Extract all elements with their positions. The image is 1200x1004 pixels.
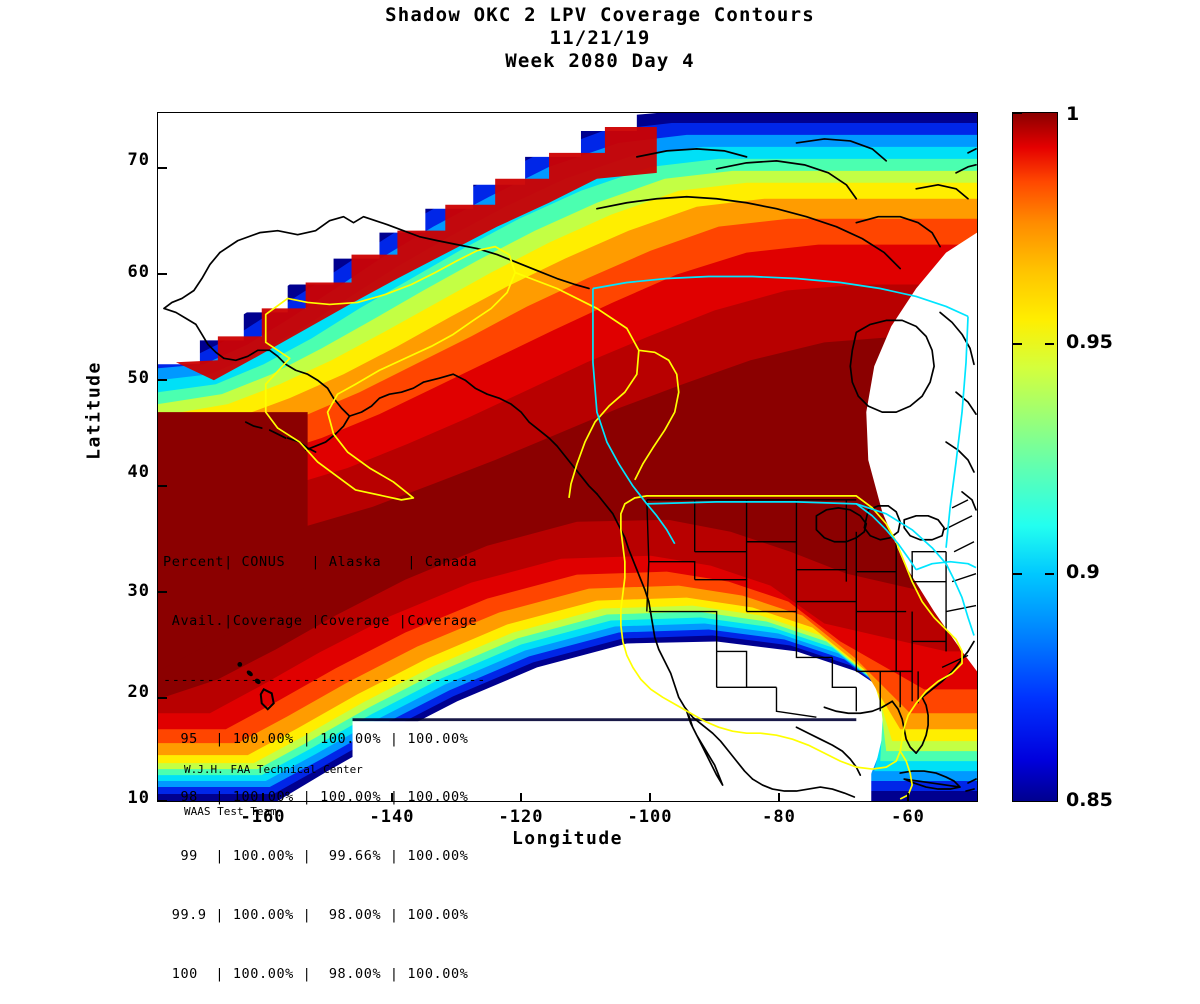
colorbar-gradient xyxy=(1013,113,1057,801)
x-tick-mark--60 xyxy=(907,793,909,802)
colorbar-tick-095r xyxy=(1045,343,1054,345)
x-tick-mark--80 xyxy=(778,793,780,802)
colorbar-label-095: 0.95 xyxy=(1066,331,1113,353)
colorbar[interactable] xyxy=(1012,112,1058,802)
x-tick-label--100: -100 xyxy=(627,807,673,827)
footer-line-2: WAAS Test Team xyxy=(184,805,277,818)
title-line-1: Shadow OKC 2 LPV Coverage Contours xyxy=(385,4,815,26)
x-tick-mark--120 xyxy=(520,793,522,802)
x-tick-label--80: -80 xyxy=(762,807,796,827)
x-axis-label: Longitude xyxy=(511,828,624,849)
y-tick-label-20: 20 xyxy=(127,682,150,702)
y-axis-label: Latitude xyxy=(83,361,105,460)
colorbar-label-09: 0.9 xyxy=(1066,561,1100,583)
x-tick-label--160: -160 xyxy=(240,807,286,827)
colorbar-label-1: 1 xyxy=(1066,103,1080,125)
colorbar-tick-095l xyxy=(1013,343,1022,345)
y-tick-mark-60 xyxy=(158,273,167,275)
y-tick-mark-50 xyxy=(158,379,167,381)
colorbar-tick-09l xyxy=(1013,573,1022,575)
colorbar-label-085: 0.85 xyxy=(1066,789,1113,811)
table-row-95: 95 | 100.00% | 100.00% | 100.00% xyxy=(163,730,469,747)
table-row-999: 99.9 | 100.00% | 98.00% | 100.00% xyxy=(163,906,469,923)
y-tick-mark-40 xyxy=(158,485,167,487)
colorbar-tick-1 xyxy=(1013,112,1022,114)
x-tick-mark--160 xyxy=(262,793,264,802)
x-tick-label--60: -60 xyxy=(891,807,925,827)
map-plot-area[interactable] xyxy=(157,112,978,802)
title-line-3: Week 2080 Day 4 xyxy=(505,50,695,72)
coverage-stats-table-overlay: Percent| CONUS | Alaska | Canada Avail.|… xyxy=(163,514,486,1004)
table-header-row-1: Percent| CONUS | Alaska | Canada xyxy=(163,554,478,571)
x-tick-mark--140 xyxy=(391,793,393,802)
y-tick-label-30: 30 xyxy=(127,581,150,601)
table-row-99: 99 | 100.00% | 99.66% | 100.00% xyxy=(163,848,469,865)
x-tick-label--140: -140 xyxy=(369,807,415,827)
hawaii-islands xyxy=(237,662,275,711)
coverage-contour-map xyxy=(158,113,977,801)
x-tick-mark--100 xyxy=(649,793,651,802)
x-tick-label--120: -120 xyxy=(498,807,544,827)
table-row-100: 100 | 100.00% | 98.00% | 100.00% xyxy=(163,965,469,982)
y-tick-mark-70 xyxy=(158,167,167,169)
y-tick-label-60: 60 xyxy=(127,262,150,282)
table-header-row-2: Avail.|Coverage |Coverage |Coverage xyxy=(163,612,478,629)
y-tick-label-40: 40 xyxy=(127,462,150,482)
table-separator: ------------------------------------- xyxy=(163,671,486,688)
y-tick-label-70: 70 xyxy=(127,150,150,170)
footer-line-1: W.J.H. FAA Technical Center xyxy=(184,763,363,776)
title-line-2: 11/21/19 xyxy=(549,27,651,49)
y-tick-label-10: 10 xyxy=(127,788,150,808)
y-tick-label-50: 50 xyxy=(127,368,150,388)
attribution-footer: W.J.H. FAA Technical Center WAAS Test Te… xyxy=(184,735,363,833)
y-tick-mark-10 xyxy=(158,800,167,802)
chart-title-block: Shadow OKC 2 LPV Coverage Contours 11/21… xyxy=(0,4,1200,73)
colorbar-tick-09r xyxy=(1045,573,1054,575)
y-tick-mark-30 xyxy=(158,591,167,593)
coverage-stats-table xyxy=(164,113,181,152)
y-tick-mark-20 xyxy=(158,697,167,699)
